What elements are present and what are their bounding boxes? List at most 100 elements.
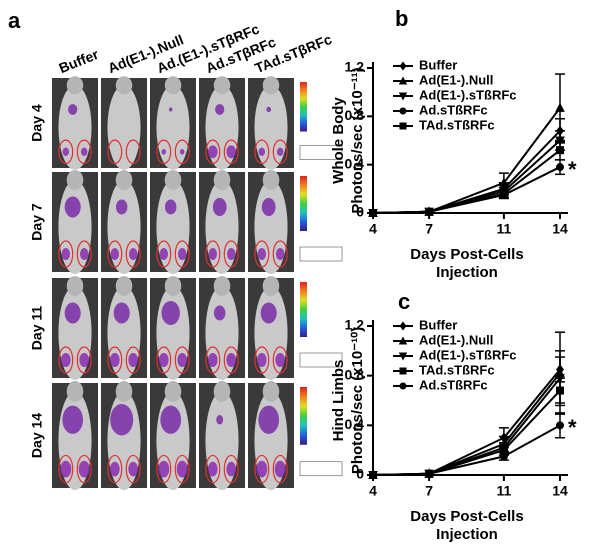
region-outline (254, 240, 270, 268)
signal (207, 145, 218, 159)
marker (399, 122, 407, 130)
signal (207, 461, 218, 477)
legend-label: Ad(E1-).sTßRFc (419, 347, 517, 362)
marker (399, 107, 407, 115)
signal (64, 196, 81, 218)
region-outline (58, 139, 74, 165)
mouse-body (156, 180, 190, 274)
legend-label: Ad(E1-).Null (419, 332, 493, 347)
region-outline (174, 346, 190, 374)
region-outline (205, 139, 221, 165)
mouse-head (213, 380, 231, 402)
mouse-head (66, 170, 84, 190)
region-outline (125, 240, 141, 268)
region-outline (58, 454, 74, 484)
marker (398, 92, 408, 101)
mouse-head (213, 170, 231, 190)
x-axis-label: Injection (436, 264, 498, 281)
signal (213, 305, 226, 321)
region-outline (174, 240, 190, 268)
mouse-head (115, 76, 133, 95)
signal (177, 248, 187, 260)
signal (60, 460, 72, 478)
mouse-head (115, 170, 133, 190)
mouse-body (58, 85, 92, 170)
signal (115, 199, 128, 215)
legend-label: Ad.sTßRFc (419, 102, 488, 117)
signal (256, 353, 267, 367)
signal (177, 353, 188, 367)
mouse-head (115, 380, 133, 402)
region-outline (223, 240, 239, 268)
region-outline (223, 454, 239, 484)
signal (208, 248, 218, 260)
region-outline (156, 454, 172, 484)
region-outline (125, 139, 141, 165)
signal (275, 248, 285, 260)
mouse-body (156, 85, 190, 170)
region-outline (272, 454, 288, 484)
signal (164, 199, 177, 215)
region-outline (76, 240, 92, 268)
series-line (372, 424, 561, 476)
mouse-body (58, 180, 92, 274)
region-outline (223, 346, 239, 374)
marker (425, 207, 434, 216)
y-axis-label: Whole Body (330, 97, 347, 184)
signal (60, 353, 71, 367)
signal (176, 460, 188, 478)
color-scale (300, 82, 307, 132)
region-outline (107, 454, 123, 484)
signal (109, 461, 120, 477)
x-axis-label: Injection (436, 526, 498, 543)
row-label: Day 7 (29, 203, 45, 241)
mouse-head (213, 276, 231, 296)
signal (159, 248, 169, 260)
region-outline (156, 346, 172, 374)
y-axis-label: Photons/sec (x10⁻¹⁰) (349, 327, 366, 474)
x-tick-label: 14 (552, 483, 568, 499)
marker (556, 421, 564, 430)
signal (179, 149, 185, 155)
signal (113, 302, 130, 324)
marker (555, 102, 565, 112)
y-tick-label: 0 (356, 204, 364, 220)
mouse-body (205, 180, 239, 274)
signal (62, 405, 84, 434)
x-tick-label: 7 (425, 483, 433, 499)
region-outline (107, 139, 123, 165)
y-tick-label: 1.2 (345, 59, 365, 75)
annotation: * (568, 157, 577, 182)
y-tick-label: 0.8 (345, 107, 365, 123)
signal (110, 404, 134, 436)
marker (399, 61, 407, 71)
marker (398, 336, 408, 345)
mouse-body (254, 85, 288, 170)
signal (226, 248, 236, 260)
y-tick-label: 0 (356, 466, 364, 482)
row-label: Day 11 (29, 306, 45, 351)
x-tick-label: 11 (496, 483, 511, 499)
color-scale (300, 176, 307, 231)
signal (128, 353, 139, 367)
region-outline (174, 454, 190, 484)
marker (399, 367, 407, 375)
signal (128, 248, 138, 260)
marker (499, 177, 509, 187)
signal (226, 353, 237, 367)
region-outline (156, 139, 172, 165)
y-tick-label: 1.2 (345, 317, 365, 333)
signal (68, 104, 78, 115)
signal (275, 353, 286, 367)
panel-label: c (398, 289, 410, 314)
signal (257, 248, 267, 260)
signal (62, 147, 70, 156)
region-outline (125, 346, 141, 374)
signal (61, 248, 71, 260)
signal (216, 415, 224, 425)
marker (499, 452, 508, 461)
signal (128, 461, 139, 477)
mouse-head (164, 276, 182, 296)
region-outline (272, 346, 288, 374)
